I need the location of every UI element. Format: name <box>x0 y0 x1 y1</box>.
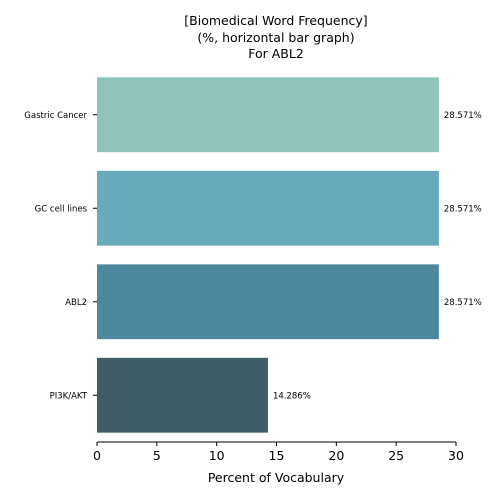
x-axis-label: Percent of Vocabulary <box>208 470 345 485</box>
x-tick-label-2: 10 <box>209 448 225 463</box>
value-label-2: 28.571% <box>444 298 482 308</box>
value-label-0: 28.571% <box>444 111 482 121</box>
chart-title-line-3: For ABL2 <box>248 46 304 61</box>
bar-2 <box>97 264 439 340</box>
x-axis: 0 5 10 15 20 25 30 <box>93 441 464 463</box>
chart-title-line-2: (%, horizontal bar graph) <box>197 30 354 45</box>
x-tick-label-4: 20 <box>328 448 344 463</box>
bar-3 <box>97 357 268 433</box>
bar-0 <box>97 77 439 153</box>
x-tick-label-5: 25 <box>388 448 404 463</box>
x-tick-label-1: 5 <box>153 448 161 463</box>
category-label-1: GC cell lines <box>35 204 88 214</box>
x-tick-label-0: 0 <box>93 448 101 463</box>
bars-group: Gastric Cancer 28.571% GC cell lines 28.571… <box>24 77 482 433</box>
value-label-1: 28.571% <box>444 204 482 214</box>
category-label-3: PI3K/AKT <box>50 391 88 401</box>
category-label-2: ABL2 <box>65 298 87 308</box>
x-tick-label-3: 15 <box>269 448 285 463</box>
bar-1 <box>97 170 439 246</box>
x-tick-label-6: 30 <box>448 448 464 463</box>
chart-title: [Biomedical Word Frequency] (%, horizont… <box>184 13 367 61</box>
value-label-3: 14.286% <box>273 391 311 401</box>
category-label-0: Gastric Cancer <box>24 111 87 121</box>
chart-title-line-1: [Biomedical Word Frequency] <box>184 13 367 28</box>
